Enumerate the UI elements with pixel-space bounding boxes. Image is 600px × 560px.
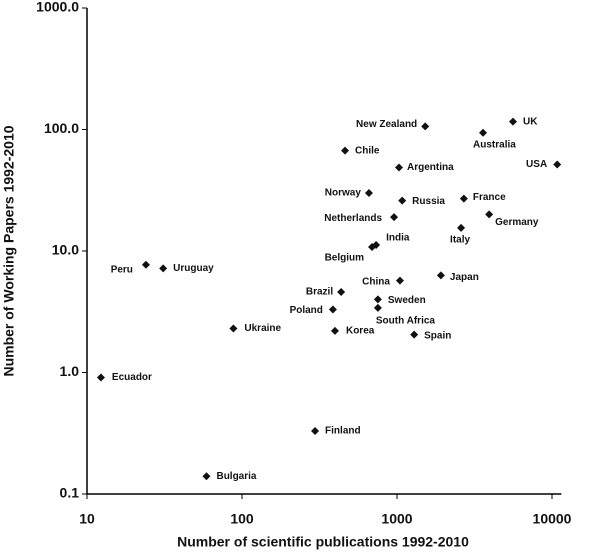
y-axis-title: Number of Working Papers 1992-2010	[1, 125, 17, 376]
point-label: Japan	[450, 272, 479, 283]
point-label: Sweden	[388, 295, 426, 306]
point-label: Italy	[450, 235, 470, 246]
point	[229, 324, 238, 333]
point	[410, 330, 419, 339]
point-label: India	[386, 233, 410, 244]
point-label: Korea	[346, 326, 375, 337]
point	[373, 295, 382, 304]
point	[159, 264, 168, 273]
y-tick-label: 1.0	[60, 363, 80, 379]
point-label: Poland	[290, 305, 323, 316]
point-label: New Zealand	[356, 119, 417, 130]
point-label: UK	[523, 116, 538, 127]
point	[394, 163, 403, 172]
point	[328, 305, 337, 314]
point-label: Brazil	[306, 287, 333, 298]
point-label: Norway	[325, 188, 362, 199]
point	[398, 196, 407, 205]
point	[364, 189, 373, 198]
point-label: Australia	[473, 139, 516, 150]
point-label: Netherlands	[324, 213, 382, 224]
point	[395, 276, 404, 285]
point	[337, 287, 346, 296]
point-label: Finland	[325, 426, 361, 437]
point-label: Germany	[495, 217, 539, 228]
x-tick-label: 1000	[381, 511, 412, 527]
point	[421, 122, 430, 131]
point	[202, 472, 211, 481]
y-tick-label: 100.0	[44, 120, 79, 136]
point	[141, 260, 150, 269]
point-label: Chile	[355, 145, 380, 156]
x-tick-label: 10000	[533, 511, 572, 527]
point	[96, 373, 105, 382]
point-label: Ukraine	[244, 323, 281, 334]
point-label: South Africa	[376, 316, 436, 327]
point-label: China	[362, 276, 390, 287]
point	[508, 117, 517, 126]
point	[341, 146, 350, 155]
point	[457, 223, 466, 232]
point	[485, 210, 494, 219]
point	[390, 213, 399, 222]
point	[436, 271, 445, 280]
point-label: Russia	[412, 196, 445, 207]
y-tick-label: 10.0	[52, 242, 79, 258]
point-label: Argentina	[407, 162, 454, 173]
point	[459, 194, 468, 203]
point	[368, 242, 377, 251]
point-label: USA	[526, 159, 547, 170]
point	[330, 326, 339, 335]
point	[311, 427, 320, 436]
point-label: Spain	[424, 330, 451, 341]
y-tick-label: 1000.0	[36, 0, 79, 15]
point-label: Ecuador	[112, 372, 152, 383]
point	[479, 128, 488, 137]
point-label: Peru	[111, 264, 133, 275]
point-label: Belgium	[325, 253, 365, 264]
point	[553, 160, 562, 169]
x-axis-title: Number of scientific publications 1992-2…	[177, 534, 469, 550]
point-label: Uruguay	[173, 263, 214, 274]
point-label: France	[473, 192, 506, 203]
point-label: Bulgaria	[216, 471, 256, 482]
point	[373, 303, 382, 312]
y-tick-label: 0.1	[60, 485, 80, 501]
x-tick-label: 100	[230, 511, 254, 527]
x-tick-label: 10	[79, 511, 95, 527]
